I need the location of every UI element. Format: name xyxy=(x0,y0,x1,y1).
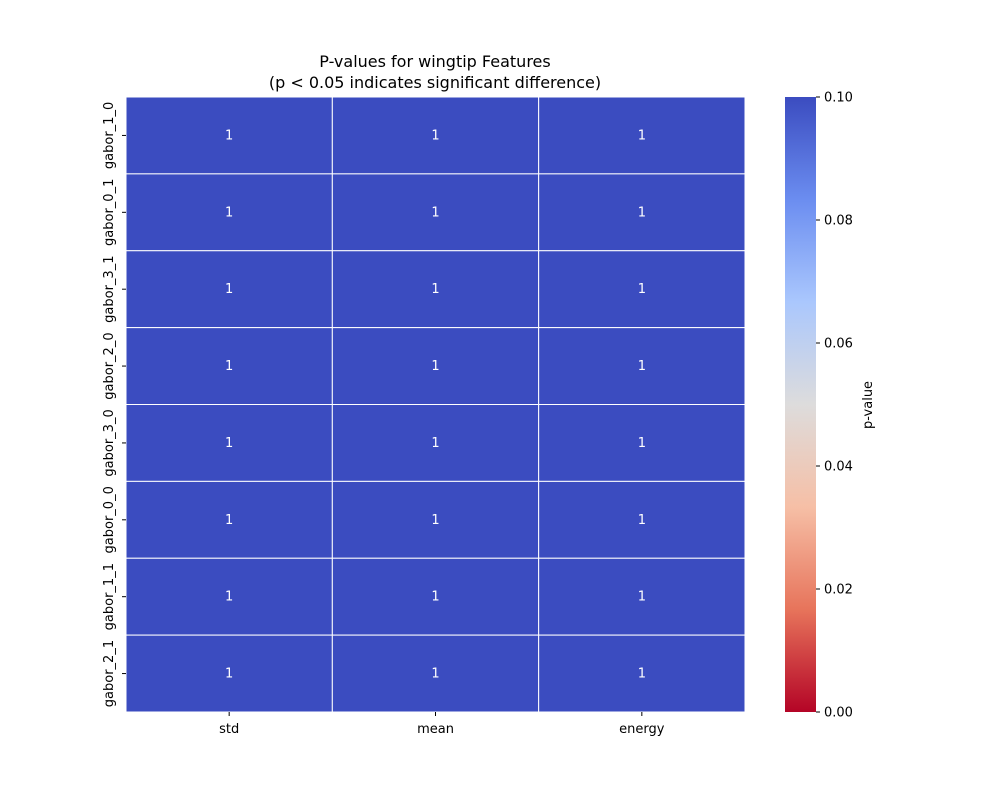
heatmap-cell xyxy=(331,480,540,559)
colorbar-tick-label: 0.00 xyxy=(824,706,853,721)
cell-annotation: 1 xyxy=(225,590,233,605)
colorbar-label: p-value xyxy=(861,381,876,429)
colorbar-tick-label: 0.08 xyxy=(824,214,853,229)
cell-annotation: 1 xyxy=(225,436,233,451)
chart-subtitle: (p < 0.05 indicates significant differen… xyxy=(269,73,601,92)
cell-annotation: 1 xyxy=(638,359,646,374)
heatmap-cell xyxy=(538,173,746,252)
heatmap-cell xyxy=(125,96,333,175)
colorbar-tick-label: 0.02 xyxy=(824,583,853,598)
cell-annotation: 1 xyxy=(431,128,439,143)
cell-annotation: 1 xyxy=(225,513,233,528)
x-tick-label: std xyxy=(219,722,239,737)
cell-annotation: 1 xyxy=(638,590,646,605)
heatmap-cell xyxy=(125,557,333,636)
cell-annotation: 1 xyxy=(431,359,439,374)
heatmap-cell xyxy=(538,327,746,405)
heatmap-cell xyxy=(125,634,333,713)
cell-annotation: 1 xyxy=(225,282,233,297)
cell-annotation: 1 xyxy=(638,282,646,297)
x-axis: std mean energy xyxy=(219,712,665,737)
heatmap-cell xyxy=(538,557,746,636)
y-tick-label: gabor_1_0 xyxy=(102,102,117,169)
heatmap-cell xyxy=(331,96,540,175)
colorbar-tick-label: 0.04 xyxy=(824,460,853,475)
heatmap-cell xyxy=(538,96,746,175)
cell-annotation: 1 xyxy=(431,436,439,451)
cell-annotation: 1 xyxy=(638,128,646,143)
cell-annotation: 1 xyxy=(431,513,439,528)
colorbar-tick-label: 0.06 xyxy=(824,337,853,352)
y-tick-label: gabor_2_1 xyxy=(102,640,117,707)
cell-annotation: 1 xyxy=(638,667,646,682)
colorbar-ticks: 0.00 0.02 0.04 0.06 0.08 0.10 xyxy=(816,91,853,721)
heatmap-cell xyxy=(125,327,333,405)
y-axis: gabor_1_0 gabor_0_1 gabor_3_1 gabor_2_0gabo… xyxy=(102,102,126,707)
cell-annotation: 1 xyxy=(431,282,439,297)
colorbar-tick-label: 0.10 xyxy=(824,91,853,106)
heatmap-cell xyxy=(538,480,746,559)
cell-annotation: 1 xyxy=(431,590,439,605)
cell-annotation: 1 xyxy=(225,128,233,143)
cell-annotation: 1 xyxy=(638,513,646,528)
cell-annotation: 1 xyxy=(225,359,233,374)
x-tick-label: mean xyxy=(417,722,454,737)
x-tick-label: energy xyxy=(619,722,665,737)
y-tick-label: gabor_3_1 xyxy=(102,256,117,323)
colorbar: 0.00 0.02 0.04 0.06 0.08 0.10 p-value xyxy=(785,91,876,721)
heatmap-annotations: 1 1 1 1 1 1 1 1 1 1 1 1 1 1 1 1 1 1 1 1 1 1 1 1 xyxy=(225,128,646,681)
heatmap-cells xyxy=(125,96,746,713)
heatmap-cell xyxy=(331,250,540,329)
y-tick-label: gabor_3_0 xyxy=(102,409,117,476)
heatmap-cell xyxy=(331,173,540,252)
heatmap-cell xyxy=(538,404,746,482)
y-tick-label: gabor_0_0 xyxy=(102,486,117,553)
cell-annotation: 1 xyxy=(638,205,646,220)
heatmap-cell xyxy=(331,557,540,636)
heatmap-cell xyxy=(538,634,746,713)
heatmap-cell xyxy=(125,173,333,252)
chart-title: P-values for wingtip Features xyxy=(319,52,550,71)
colorbar-gradient xyxy=(785,97,816,712)
y-tick-label: gabor_0_1 xyxy=(102,179,117,246)
cell-annotation: 1 xyxy=(431,667,439,682)
y-tick-label: gabor_1_1 xyxy=(102,563,117,630)
cell-annotation: 1 xyxy=(225,667,233,682)
cell-annotation: 1 xyxy=(638,436,646,451)
cell-annotation: 1 xyxy=(225,205,233,220)
heatmap-cell xyxy=(125,404,333,482)
heatmap-cell xyxy=(331,404,540,482)
y-tick-label: gabor_2_0 xyxy=(102,332,117,399)
cell-annotation: 1 xyxy=(431,205,439,220)
heatmap-cell xyxy=(331,634,540,713)
